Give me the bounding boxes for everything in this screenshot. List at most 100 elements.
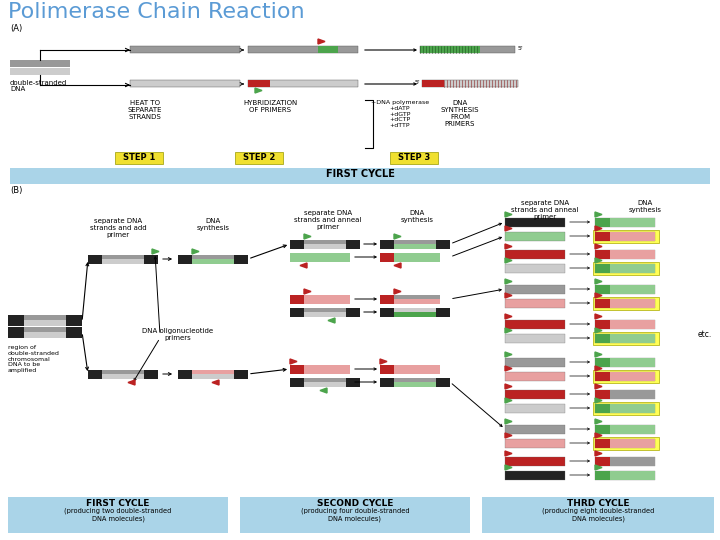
Bar bbox=[290, 295, 304, 304]
Bar bbox=[610, 232, 655, 241]
Polygon shape bbox=[505, 314, 512, 319]
Bar bbox=[595, 285, 610, 294]
Bar bbox=[595, 404, 610, 413]
Bar bbox=[394, 295, 440, 304]
Text: Polimerase Chain Reaction: Polimerase Chain Reaction bbox=[8, 2, 305, 22]
Text: THRD CYCLE: THRD CYCLE bbox=[567, 499, 629, 508]
Bar bbox=[610, 425, 655, 434]
Polygon shape bbox=[255, 88, 262, 93]
Text: STEP 1: STEP 1 bbox=[123, 153, 156, 162]
Text: STEP 3: STEP 3 bbox=[398, 153, 430, 162]
Polygon shape bbox=[505, 226, 512, 231]
Bar bbox=[380, 365, 394, 374]
Bar bbox=[130, 80, 240, 87]
Bar bbox=[505, 232, 565, 241]
Bar bbox=[88, 370, 102, 379]
Bar bbox=[380, 308, 394, 317]
Polygon shape bbox=[595, 366, 602, 371]
Bar bbox=[304, 365, 350, 374]
Polygon shape bbox=[290, 359, 297, 364]
Polygon shape bbox=[505, 384, 512, 389]
Bar bbox=[595, 285, 655, 294]
Polygon shape bbox=[505, 244, 512, 249]
Bar bbox=[436, 378, 450, 387]
Bar bbox=[595, 264, 610, 273]
Polygon shape bbox=[595, 258, 602, 263]
Bar bbox=[595, 471, 610, 480]
Bar bbox=[24, 327, 66, 332]
Polygon shape bbox=[595, 293, 602, 298]
Polygon shape bbox=[595, 244, 602, 249]
Text: DNA
SYNTHESIS
FROM
PRIMERS: DNA SYNTHESIS FROM PRIMERS bbox=[441, 100, 480, 127]
Text: 5': 5' bbox=[414, 80, 420, 85]
Bar bbox=[102, 370, 144, 374]
Bar bbox=[8, 327, 24, 338]
Polygon shape bbox=[505, 352, 512, 357]
Polygon shape bbox=[595, 384, 602, 389]
Polygon shape bbox=[505, 419, 512, 424]
Bar bbox=[610, 285, 655, 294]
Polygon shape bbox=[505, 433, 512, 438]
Bar bbox=[10, 168, 710, 184]
Bar bbox=[610, 457, 655, 466]
Text: double-stranded: double-stranded bbox=[10, 80, 67, 86]
Bar bbox=[304, 378, 346, 382]
Polygon shape bbox=[328, 318, 335, 323]
Polygon shape bbox=[505, 465, 512, 470]
Bar bbox=[610, 358, 655, 367]
Polygon shape bbox=[505, 258, 512, 263]
Bar bbox=[505, 320, 565, 329]
Text: (A): (A) bbox=[10, 24, 22, 33]
Polygon shape bbox=[192, 249, 199, 254]
Bar bbox=[394, 244, 436, 249]
Bar bbox=[290, 253, 350, 262]
Polygon shape bbox=[505, 293, 512, 298]
Bar bbox=[595, 439, 610, 448]
Bar bbox=[505, 218, 565, 227]
Polygon shape bbox=[595, 328, 602, 333]
Polygon shape bbox=[595, 314, 602, 319]
Bar bbox=[304, 295, 350, 304]
Polygon shape bbox=[304, 289, 311, 294]
Bar bbox=[595, 358, 610, 367]
Bar bbox=[380, 378, 394, 387]
Bar bbox=[595, 320, 655, 329]
Bar bbox=[290, 378, 304, 387]
Bar bbox=[595, 232, 610, 241]
Bar bbox=[394, 382, 436, 387]
Bar bbox=[595, 264, 655, 273]
Bar bbox=[610, 264, 655, 273]
Bar bbox=[610, 320, 655, 329]
Bar bbox=[192, 370, 234, 374]
Text: (B): (B) bbox=[10, 186, 22, 195]
Bar bbox=[178, 370, 192, 379]
Bar bbox=[593, 230, 659, 243]
Bar bbox=[610, 218, 655, 227]
Bar bbox=[593, 262, 659, 275]
Bar bbox=[595, 334, 610, 343]
Text: separate DNA
strands and add
primer: separate DNA strands and add primer bbox=[90, 218, 146, 238]
Polygon shape bbox=[595, 398, 602, 403]
Text: HYBRIDIZATION
OF PRIMERS: HYBRIDIZATION OF PRIMERS bbox=[243, 100, 297, 113]
Bar bbox=[595, 439, 655, 448]
Text: DNA: DNA bbox=[10, 86, 25, 92]
Bar bbox=[595, 358, 655, 367]
Polygon shape bbox=[394, 289, 401, 294]
Bar bbox=[248, 46, 358, 53]
Bar bbox=[610, 372, 655, 381]
Text: (producing two double-stranded
DNA molecules): (producing two double-stranded DNA molec… bbox=[64, 508, 171, 522]
Polygon shape bbox=[595, 226, 602, 231]
Bar bbox=[248, 80, 358, 87]
Bar bbox=[235, 152, 283, 164]
Polygon shape bbox=[595, 212, 602, 217]
Polygon shape bbox=[505, 451, 512, 456]
Bar bbox=[394, 295, 440, 299]
Bar bbox=[304, 312, 346, 317]
Bar bbox=[24, 315, 66, 320]
Bar bbox=[10, 68, 70, 75]
Bar bbox=[8, 315, 24, 326]
Bar bbox=[394, 365, 440, 374]
Bar bbox=[290, 308, 304, 317]
Bar bbox=[595, 457, 655, 466]
Bar bbox=[394, 378, 436, 382]
